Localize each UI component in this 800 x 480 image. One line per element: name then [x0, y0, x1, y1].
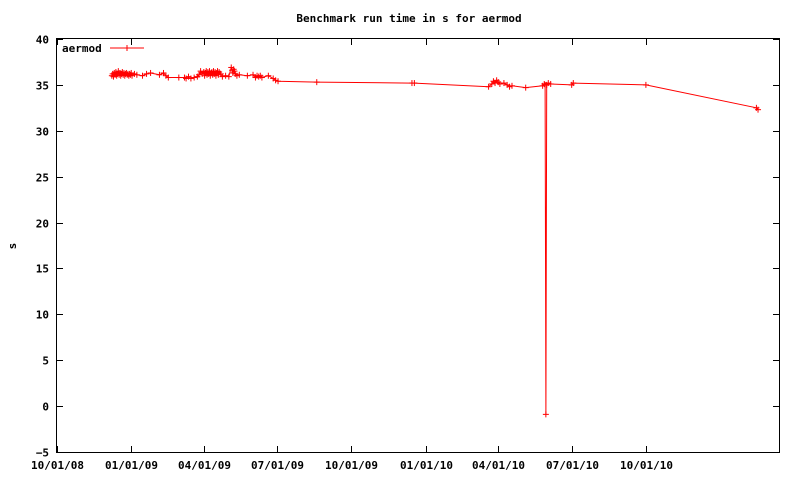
y-tick-label: 40: [36, 34, 49, 47]
data-point: [244, 72, 251, 79]
x-tick-label: 01/01/09: [105, 459, 158, 472]
y-tick-label: 20: [36, 218, 49, 231]
data-point: [496, 80, 503, 87]
x-tick-label: 07/01/09: [251, 459, 304, 472]
data-point: [139, 72, 146, 79]
plot-frame: [56, 38, 780, 453]
x-tick-label: 10/01/08: [31, 459, 84, 472]
data-point: [265, 72, 272, 79]
data-point: [485, 83, 492, 90]
data-point: [236, 71, 243, 78]
data-point: [147, 69, 154, 76]
data-point: [187, 75, 194, 82]
data-point: [522, 84, 529, 91]
data-point: [143, 70, 150, 77]
y-tick-label: 0: [42, 401, 49, 414]
data-point: [175, 74, 182, 81]
data-point: [542, 411, 549, 418]
y-tick-label: 10: [36, 309, 49, 322]
y-tick-label: 30: [36, 126, 49, 139]
data-point: [222, 72, 229, 79]
legend: aermod: [62, 42, 144, 55]
series-layer: [108, 64, 762, 418]
data-point: [133, 71, 140, 78]
x-tick-label: 04/01/09: [178, 459, 231, 472]
y-axis: −5 0 5 10 15 20 25 30 35 40: [36, 34, 779, 460]
x-tick-label: 10/01/10: [620, 459, 673, 472]
data-point: [642, 81, 649, 88]
y-tick-label: 25: [36, 172, 49, 185]
data-point: [191, 74, 198, 81]
data-point: [547, 80, 554, 87]
data-point: [165, 74, 172, 81]
chart-title: Benchmark run time in s for aermod: [296, 12, 521, 25]
y-tick-label: −5: [36, 447, 49, 460]
legend-label: aermod: [62, 42, 102, 55]
data-point: [219, 73, 226, 80]
data-point: [225, 73, 232, 80]
data-point: [128, 69, 135, 76]
y-tick-label: 5: [42, 355, 49, 368]
data-point: [231, 68, 238, 75]
data-point: [258, 74, 265, 81]
x-tick-label: 07/01/10: [546, 459, 599, 472]
data-point: [156, 71, 163, 78]
x-axis: 10/01/08 01/01/09 04/01/09 07/01/09 10/01/09…: [31, 39, 673, 472]
data-point: [195, 71, 202, 78]
x-tick-label: 01/01/10: [400, 459, 453, 472]
data-point: [570, 80, 577, 87]
data-point: [313, 79, 320, 86]
data-point: [411, 80, 418, 87]
data-point: [275, 78, 282, 85]
x-tick-label: 10/01/09: [325, 459, 378, 472]
data-point: [755, 106, 762, 113]
y-tick-label: 15: [36, 263, 49, 276]
y-tick-label: 35: [36, 80, 49, 93]
data-point: [500, 80, 507, 87]
data-point: [508, 82, 515, 89]
y-axis-label: s: [6, 243, 19, 250]
x-tick-label: 04/01/10: [472, 459, 525, 472]
